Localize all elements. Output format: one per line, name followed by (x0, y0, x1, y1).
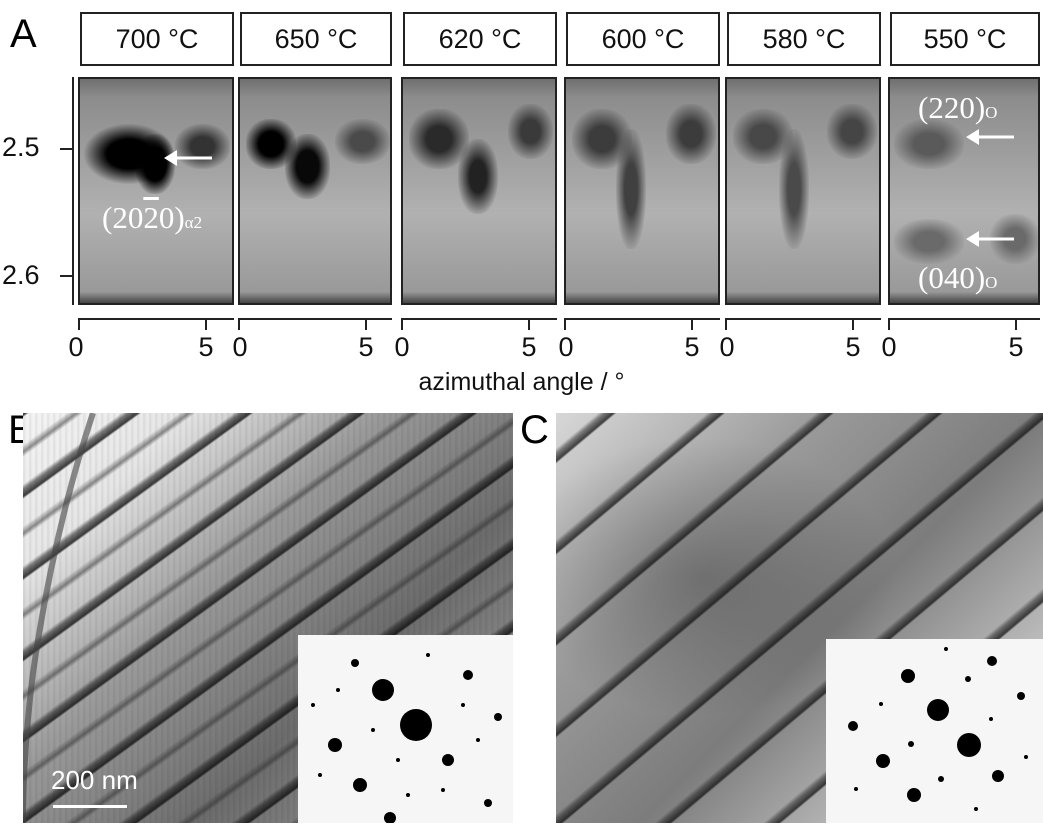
x-axis-line-5 (725, 318, 881, 320)
alpha2-label-sub: α2 (184, 213, 203, 232)
y-axis-line (72, 77, 74, 305)
x-tick-label: 5 (358, 332, 374, 362)
x-tick (205, 318, 207, 330)
arrow-left-icon (966, 129, 1014, 145)
ortho-040-sub: O (985, 273, 998, 292)
x-tick-label: 0 (558, 332, 574, 362)
x-tick-label: 0 (719, 332, 735, 362)
y-tick-label-2-5: 2.5 (2, 132, 40, 162)
arrow-left-icon (966, 231, 1014, 247)
diffraction-strip-620 (401, 77, 557, 305)
saed-pattern-b (298, 635, 513, 823)
diffraction-strip-650 (238, 77, 392, 305)
saed-pattern-c (826, 639, 1043, 823)
x-axis-title: azimuthal angle / ° (418, 368, 625, 396)
x-tick-label: 0 (881, 332, 897, 362)
temperature-label-580: 580 °C (727, 12, 881, 66)
x-tick (564, 318, 566, 330)
x-axis-line-3 (401, 318, 557, 320)
temperature-label-700: 700 °C (80, 12, 234, 66)
x-tick (1015, 318, 1017, 330)
y-tick-label-2-6: 2.6 (2, 260, 40, 290)
x-axis-line-6 (888, 318, 1040, 320)
x-tick-label: 0 (68, 332, 84, 362)
alpha2-label-prefix: (20 (102, 200, 144, 235)
x-tick (238, 318, 240, 330)
tem-micrograph-c (556, 413, 1043, 823)
ortho-040-text: (040) (918, 260, 986, 295)
x-tick-label: 5 (1008, 332, 1024, 362)
y-tick-2-6 (60, 275, 74, 277)
y-tick-2-5 (60, 148, 74, 150)
panel-c-label: C (520, 408, 549, 452)
x-tick-label: 5 (521, 332, 537, 362)
x-tick-label: 5 (684, 332, 700, 362)
diffraction-strip-580 (725, 77, 881, 305)
x-tick-label: 5 (845, 332, 861, 362)
alpha2-label-rest: 0) (158, 200, 185, 235)
ortho-040-reflection-label: (040)O (918, 262, 997, 293)
diffraction-strip-600 (564, 77, 720, 305)
scale-bar (53, 805, 127, 808)
scale-bar-label: 200 nm (51, 765, 138, 795)
x-tick (365, 318, 367, 330)
alpha2-label-bar: 2 (143, 200, 159, 235)
ortho-220-text: (220) (918, 90, 986, 125)
x-tick (401, 318, 403, 330)
ortho-220-sub: O (985, 103, 998, 122)
x-tick (888, 318, 890, 330)
temperature-label-650: 650 °C (240, 12, 392, 66)
x-tick-label: 0 (232, 332, 248, 362)
x-tick (78, 318, 80, 330)
x-axis-line-1 (78, 318, 234, 320)
panel-a-label: A (10, 12, 37, 56)
ortho-220-reflection-label: (220)O (918, 92, 997, 123)
x-tick (691, 318, 693, 330)
x-tick (528, 318, 530, 330)
grain-boundary-curve (23, 413, 96, 823)
temperature-label-620: 620 °C (403, 12, 557, 66)
x-tick (725, 318, 727, 330)
temperature-label-600: 600 °C (566, 12, 720, 66)
x-tick-label: 0 (394, 332, 410, 362)
x-axis-line-2 (238, 318, 392, 320)
diffraction-strip-700 (78, 77, 234, 305)
alpha2-reflection-label: (2020)α2 (102, 202, 202, 233)
arrow-left-icon (164, 150, 212, 166)
tem-micrograph-b: 200 nm (23, 413, 513, 823)
temperature-label-550: 550 °C (890, 12, 1040, 66)
x-axis-line-4 (564, 318, 720, 320)
diffraction-strip-550 (888, 77, 1040, 305)
x-tick (852, 318, 854, 330)
x-tick-label: 5 (198, 332, 214, 362)
